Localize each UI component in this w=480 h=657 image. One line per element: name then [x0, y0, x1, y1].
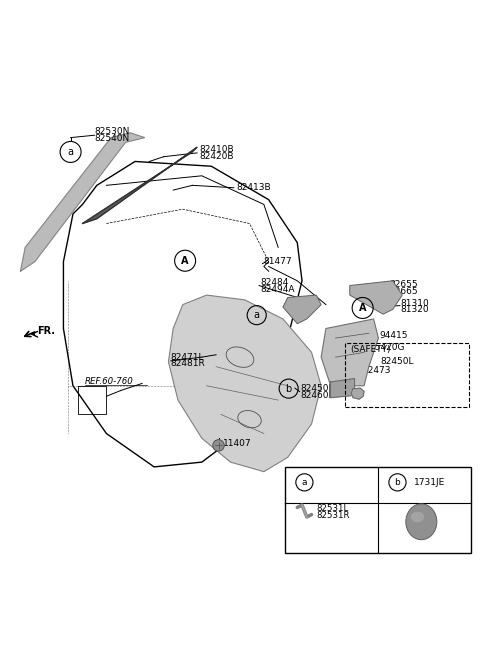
Text: 82531R: 82531R [316, 510, 350, 520]
Text: 82450L: 82450L [300, 384, 334, 393]
Text: 82481R: 82481R [171, 359, 205, 369]
Text: 82460R: 82460R [300, 391, 336, 400]
Polygon shape [321, 319, 378, 386]
Polygon shape [283, 295, 321, 324]
Text: 82410B: 82410B [199, 145, 234, 154]
Text: REF.60-760: REF.60-760 [85, 378, 133, 386]
Text: 82471L: 82471L [171, 353, 204, 361]
Text: 82540N: 82540N [95, 134, 130, 143]
Polygon shape [168, 295, 321, 472]
Text: 82655: 82655 [389, 280, 418, 289]
Text: A: A [181, 256, 189, 265]
Text: b: b [395, 478, 400, 487]
Text: 82494A: 82494A [260, 285, 295, 294]
Text: 81477: 81477 [264, 257, 292, 266]
Text: 82450L: 82450L [381, 357, 414, 367]
Text: 95420G: 95420G [370, 343, 405, 352]
Circle shape [213, 440, 224, 451]
Text: 82420B: 82420B [199, 152, 234, 161]
Text: (SAFETY): (SAFETY) [350, 346, 390, 355]
Text: 81320: 81320 [400, 306, 429, 315]
Text: 94415: 94415 [379, 330, 408, 340]
Text: 82665: 82665 [389, 286, 418, 296]
Ellipse shape [406, 504, 437, 539]
Polygon shape [331, 378, 355, 397]
Text: 11407: 11407 [223, 440, 252, 449]
Text: 82484: 82484 [260, 278, 288, 287]
Text: 82530N: 82530N [95, 127, 130, 136]
Text: 82531L: 82531L [316, 504, 348, 513]
Text: A: A [359, 303, 366, 313]
Polygon shape [83, 147, 197, 223]
Polygon shape [21, 133, 144, 271]
Text: FR.: FR. [37, 326, 55, 336]
Text: 82413B: 82413B [236, 183, 271, 193]
Polygon shape [351, 388, 364, 399]
Text: 82473: 82473 [363, 365, 391, 374]
Ellipse shape [411, 512, 424, 522]
Text: a: a [301, 478, 307, 487]
Text: a: a [254, 310, 260, 320]
Text: 81310: 81310 [400, 299, 429, 307]
Text: b: b [286, 384, 292, 394]
Text: 1731JE: 1731JE [414, 478, 445, 487]
Polygon shape [350, 281, 402, 314]
Text: a: a [68, 147, 73, 157]
